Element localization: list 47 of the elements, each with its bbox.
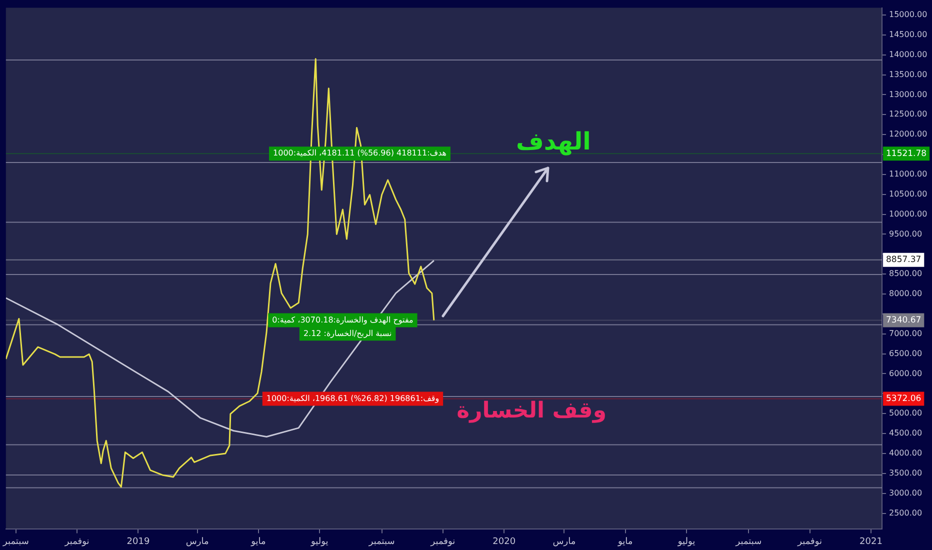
x-tick-label: نوفمبر <box>796 536 822 547</box>
y-tick-label: 8000.00 <box>889 289 922 298</box>
y-tick-label: 12000.00 <box>889 130 928 139</box>
y-tick-label: 12500.00 <box>889 110 928 119</box>
y-tick-label: 6500.00 <box>889 348 922 358</box>
x-tick-label: 2021 <box>860 536 882 547</box>
y-tick-label: 7000.00 <box>889 328 922 338</box>
annotation: هدف:418111 (56.96%) 4181.11، الكمية:1000 <box>273 148 446 158</box>
y-tick-label: 3000.00 <box>889 488 922 498</box>
annotation: وقف:196861 (26.82%) 1968.61، الكمية:1000 <box>266 394 440 403</box>
ref-line-label: 5372.06 <box>886 394 922 404</box>
x-tick-label: 2019 <box>126 536 150 547</box>
annotation: وقف الخسارة <box>456 398 607 424</box>
x-tick-label: نوفمبر <box>430 536 456 547</box>
annotation: نسبة الربح/الخسارة: 2.12 <box>303 328 392 338</box>
x-tick-label: يوليو <box>676 536 696 547</box>
y-tick-label: 4000.00 <box>889 448 922 458</box>
x-tick-label: سبتمبر <box>734 536 762 547</box>
x-tick-label: يوليو <box>310 536 329 547</box>
y-tick-label: 11000.00 <box>889 170 928 179</box>
y-tick-label: 10500.00 <box>889 189 928 198</box>
x-tick-label: سبتمبر <box>2 536 29 547</box>
y-tick-label: 14000.00 <box>889 50 928 59</box>
y-tick-label: 2500.00 <box>889 508 922 518</box>
y-tick-label: 15000.00 <box>889 10 928 20</box>
y-tick-label: 6000.00 <box>889 368 922 378</box>
y-tick-label: 4500.00 <box>889 428 922 438</box>
x-tick-label: مايو <box>617 536 633 547</box>
ref-line-label: 7340.67 <box>886 316 922 326</box>
y-tick-label: 9500.00 <box>889 229 922 238</box>
ref-line-label: 8857.37 <box>886 255 922 266</box>
y-tick-label: 8500.00 <box>889 269 922 278</box>
y-tick-label: 14500.00 <box>889 30 928 39</box>
y-tick-label: 5000.00 <box>889 408 922 418</box>
x-tick-label: 2020 <box>492 536 516 547</box>
x-tick-label: مارس <box>552 536 576 547</box>
x-tick-label: مارس <box>186 536 209 547</box>
annotation: مفتوح الهدف والخسارة:3070.18، كمية:0 <box>272 315 414 324</box>
x-tick-label: نوفمبر <box>64 536 90 547</box>
y-tick-label: 13000.00 <box>889 90 928 99</box>
annotation: الهدف <box>516 128 591 156</box>
y-tick-label: 3500.00 <box>889 468 922 478</box>
x-tick-label: سبتمبر <box>368 536 395 547</box>
y-tick-label: 10000.00 <box>889 209 928 218</box>
x-tick-label: مايو <box>250 536 266 547</box>
y-tick-label: 13500.00 <box>889 70 928 79</box>
ref-line-label: 11521.78 <box>886 148 927 159</box>
